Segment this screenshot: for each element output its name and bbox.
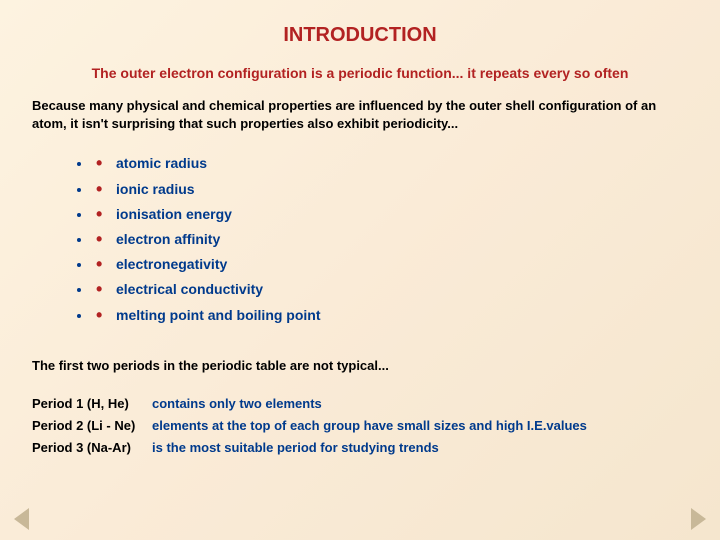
periods-block: Period 1 (H, He) contains only two eleme…	[32, 393, 688, 459]
slide-title: INTRODUCTION	[32, 24, 688, 47]
list-item: ionisation energy	[92, 202, 688, 227]
period-label: Period 3 (Na-Ar)	[32, 437, 152, 459]
list-item: melting point and boiling point	[92, 303, 688, 328]
slide-subtitle: The outer electron configuration is a pe…	[32, 65, 688, 81]
list-item: electrical conductivity	[92, 277, 688, 302]
period-label: Period 1 (H, He)	[32, 393, 152, 415]
next-arrow-icon[interactable]	[691, 508, 706, 530]
period-label: Period 2 (Li - Ne)	[32, 415, 152, 437]
list-item: ionic radius	[92, 177, 688, 202]
period-description: is the most suitable period for studying…	[152, 437, 439, 459]
list-item: electron affinity	[92, 227, 688, 252]
period-row: Period 2 (Li - Ne) elements at the top o…	[32, 415, 688, 437]
prev-arrow-icon[interactable]	[14, 508, 29, 530]
slide-content: INTRODUCTION The outer electron configur…	[0, 0, 720, 483]
list-item: atomic radius	[92, 151, 688, 176]
period-description: contains only two elements	[152, 393, 322, 415]
period-row: Period 1 (H, He) contains only two eleme…	[32, 393, 688, 415]
period-row: Period 3 (Na-Ar) is the most suitable pe…	[32, 437, 688, 459]
period-description: elements at the top of each group have s…	[152, 415, 587, 437]
list-item: electronegativity	[92, 252, 688, 277]
note-paragraph: The first two periods in the periodic ta…	[32, 358, 688, 373]
intro-paragraph: Because many physical and chemical prope…	[32, 97, 688, 133]
property-list: atomic radius ionic radius ionisation en…	[92, 151, 688, 327]
